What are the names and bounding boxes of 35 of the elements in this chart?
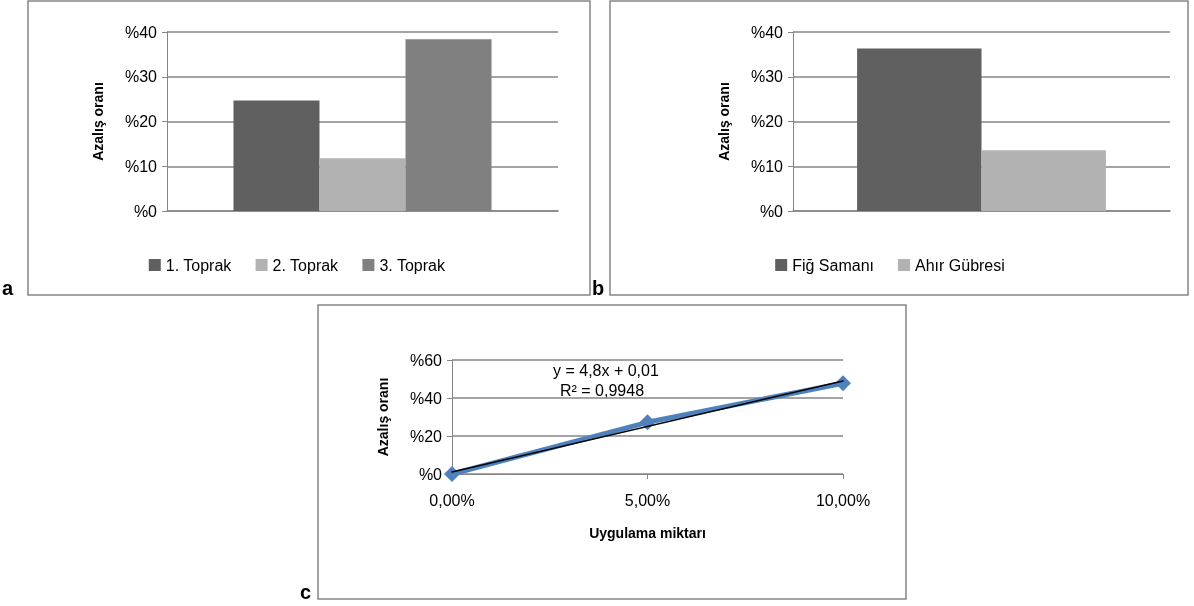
y-axis-title: Azalış oranı (90, 82, 106, 161)
annotation: y = 4,8x + 0,01 (553, 361, 659, 379)
x-tick-label: 5,00% (624, 491, 671, 509)
y-tick-label: %20 (409, 427, 443, 445)
y-tick-label: %20 (750, 113, 784, 130)
text: c (300, 581, 312, 603)
y-tick-label: %10 (124, 157, 158, 175)
annotation: R² = 0,9948 (560, 381, 645, 399)
y-tick-label: %0 (759, 202, 784, 220)
legend-label: Fiğ Samanı (792, 256, 874, 274)
y-tick-label: %40 (409, 389, 443, 407)
text: b (592, 277, 605, 299)
y-tick-label: %0 (418, 465, 443, 483)
y-tick-label: %40 (124, 23, 158, 41)
legend-label: 3. Toprak (379, 256, 446, 274)
bar (319, 158, 406, 211)
y-tick-label: %30 (124, 68, 158, 86)
legend-label: 2. Toprak (272, 256, 340, 274)
y-tick-label: %20 (124, 113, 158, 130)
legend-label: Ahır Gübresi (915, 256, 1005, 274)
x-tick-label: 10,00% (815, 491, 871, 509)
legend-label: 1. Toprak (165, 256, 233, 274)
y-axis-title: Azalış oranı (375, 377, 391, 457)
text: a (2, 277, 14, 299)
y-tick-label: %40 (750, 23, 784, 41)
y-tick-label: %10 (750, 157, 784, 175)
point (444, 466, 460, 482)
bar (233, 100, 320, 211)
y-tick-label: %30 (750, 68, 784, 86)
y-tick-label: %60 (409, 351, 443, 369)
y-axis-title: Azalış oranı (716, 82, 732, 161)
x-axis-title: Uygulama miktarı (589, 525, 706, 541)
point (639, 414, 656, 431)
x-tick-label: 0,00% (429, 491, 475, 509)
y-tick-label: %0 (133, 202, 158, 220)
